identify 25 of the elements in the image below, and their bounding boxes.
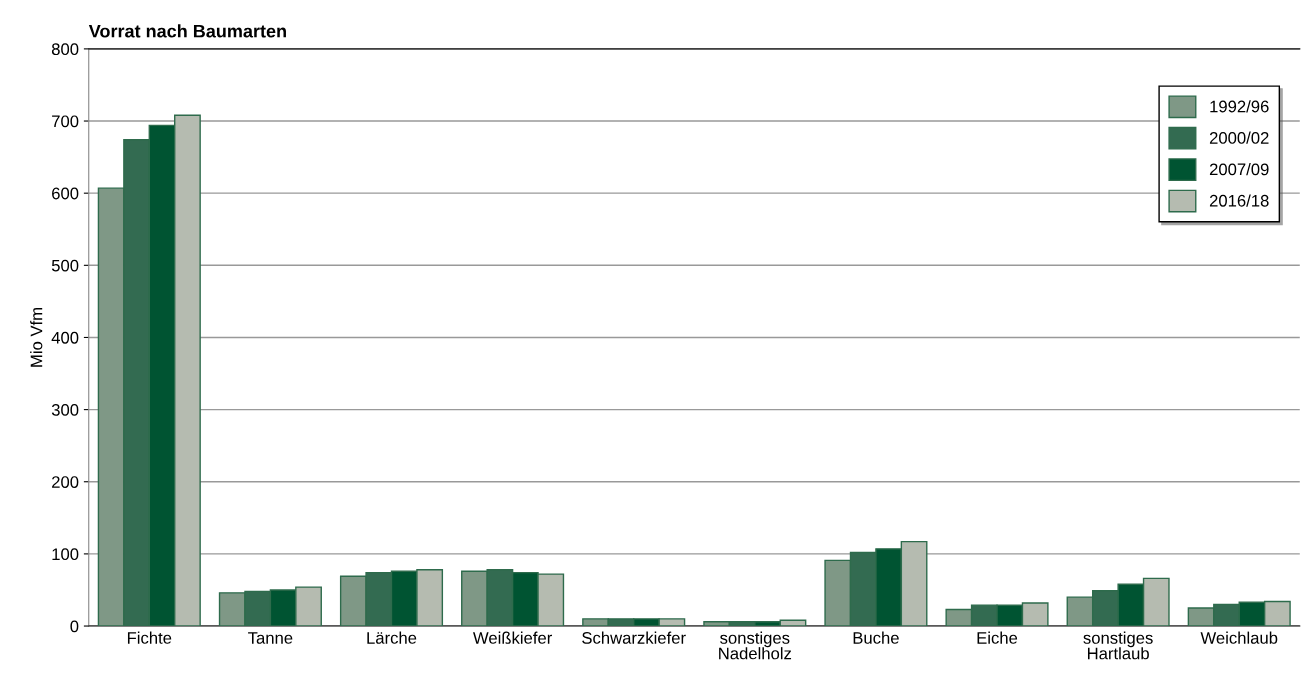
x-tick-label: Tanne [248, 632, 293, 644]
y-tick-label: 300 [51, 404, 79, 416]
y-tick-label: 200 [52, 476, 79, 488]
x-tick-label: Weißkiefer [473, 631, 552, 644]
y-tick-label: 0 [70, 620, 79, 633]
y-tick-label: 400 [51, 331, 79, 344]
y-tick-label: 500 [51, 259, 79, 272]
x-tick-label: Eiche [977, 631, 1018, 644]
y-axis-title: Mio Vfm [30, 308, 43, 367]
y-tick-label: 800 [51, 43, 79, 56]
legend-label: 2007/09 [1209, 163, 1269, 176]
legend-label: 1992/96 [1210, 100, 1269, 113]
x-tick-label: Schwarzkiefer [582, 631, 686, 644]
legend-label: 2000/02 [1209, 131, 1269, 144]
y-tick-label: 600 [52, 187, 79, 200]
y-tick-label: 100 [52, 548, 79, 561]
x-tick-label: Lärche [367, 631, 417, 644]
x-tick-label: sonstiges Hartlaub [1083, 631, 1153, 660]
legend-label: 2016/18 [1209, 194, 1269, 207]
x-tick-label: sonstiges Nadelholz [719, 631, 792, 660]
x-tick-label: Weichlaub [1200, 631, 1278, 644]
chart-title: Vorrat nach Baumarten [88, 24, 286, 38]
x-tick-label: Buche [853, 631, 899, 644]
x-tick-label: Fichte [127, 631, 172, 644]
y-tick-label: 700 [52, 115, 79, 128]
